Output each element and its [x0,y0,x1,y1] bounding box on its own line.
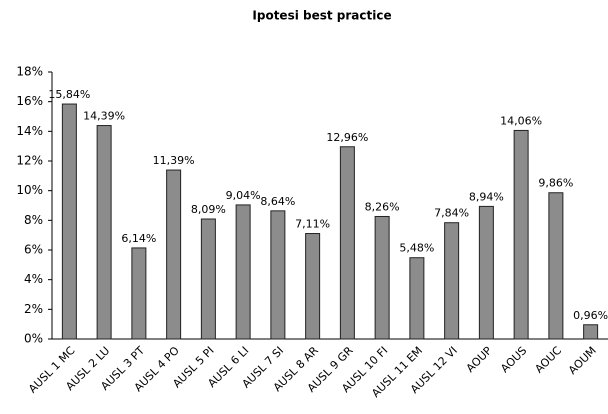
y-tick-label: 0% [24,332,43,346]
bar [513,129,529,340]
value-label: 7,11% [295,218,330,231]
bar [583,324,599,340]
bar [96,125,112,340]
value-label: 9,86% [538,177,573,190]
value-label: 9,04% [226,189,261,202]
bar [200,218,216,340]
value-label: 12,96% [326,131,368,144]
y-tick-label: 10% [16,183,43,197]
bar [166,169,182,340]
y-tick-label: 18% [16,65,43,79]
x-tick-label: AOUP [464,344,495,375]
value-label: 6,14% [121,232,156,245]
bar [478,205,494,340]
y-tick-label: 4% [24,272,43,286]
bar [270,210,286,340]
value-label: 8,94% [469,190,504,203]
y-tick-label: 2% [24,302,43,316]
y-tick-label: 14% [16,124,43,138]
y-tick-label: 12% [16,154,43,168]
bar [305,233,321,340]
y-tick-label: 6% [24,243,43,257]
bar [339,146,355,340]
chart-title: Ipotesi best practice [252,9,391,23]
bar [409,257,425,340]
value-label: 14,06% [500,114,542,127]
value-label: 8,64% [260,195,295,208]
x-tick-label: AOUC [532,344,564,376]
value-label: 8,09% [191,203,226,216]
x-tick-label: AOUS [498,344,529,375]
y-tick-label: 16% [16,94,43,108]
x-tick-label: AOUM [566,344,599,377]
bar [548,192,564,340]
bar [131,247,147,340]
value-label: 11,39% [153,154,195,167]
value-label: 8,26% [365,200,400,213]
bar [235,204,251,340]
bar [444,222,460,340]
value-label: 15,84% [48,88,90,101]
bar [374,215,390,340]
value-label: 14,39% [83,110,125,123]
value-label: 7,84% [434,207,469,220]
value-label: 5,48% [399,242,434,255]
bar [61,103,77,340]
value-label: 0,96% [573,309,608,322]
y-tick-label: 8% [24,213,43,227]
